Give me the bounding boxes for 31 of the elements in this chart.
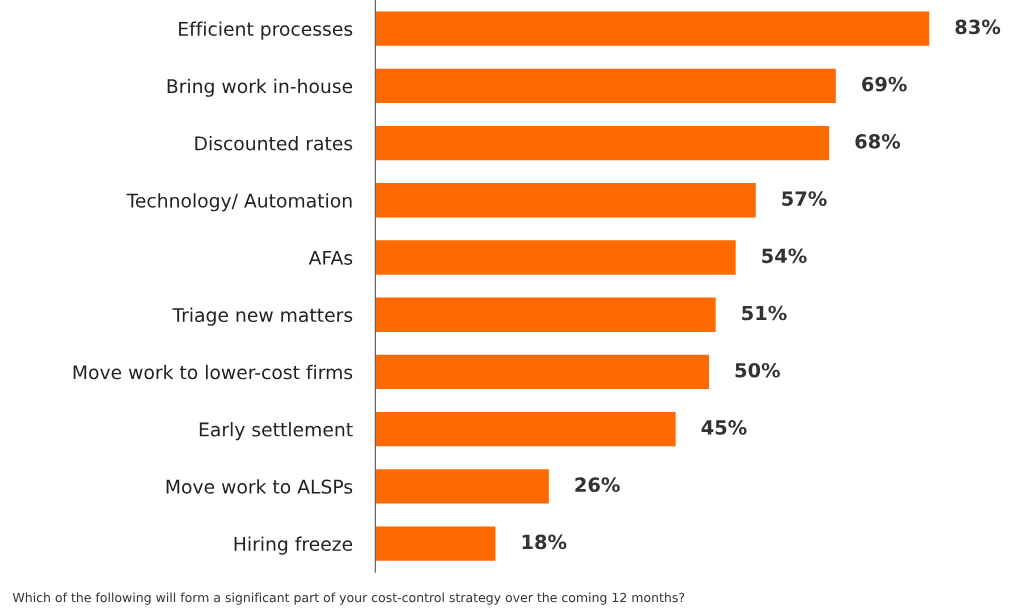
bar bbox=[375, 125, 830, 161]
y-tick-label: Move work to lower-cost firms bbox=[73, 364, 353, 380]
y-tick-label: Early settlement bbox=[199, 422, 353, 441]
data-label: 50% bbox=[735, 362, 780, 378]
bar bbox=[375, 297, 716, 332]
y-tick-label: Move work to ALSPs bbox=[166, 479, 353, 494]
data-label: 69% bbox=[862, 76, 907, 92]
bar bbox=[375, 68, 836, 103]
data-label: 83% bbox=[955, 19, 1001, 35]
data-label: 68% bbox=[855, 133, 901, 149]
y-tick-label: Discounted rates bbox=[195, 135, 353, 151]
y-tick-label: Efficient processes bbox=[179, 21, 353, 40]
data-label: 26% bbox=[575, 477, 620, 493]
text: Which of the following will form a significant part of your cost-control strategy over the coming 12 months? bbox=[12, 592, 685, 605]
y-tick-label: Technology/ Automation bbox=[126, 193, 352, 212]
data-label: 57% bbox=[782, 191, 827, 206]
data-label: 51% bbox=[742, 305, 787, 321]
bar bbox=[375, 412, 676, 447]
bar bbox=[375, 354, 710, 390]
data-label: 54% bbox=[762, 248, 807, 264]
y-tick-label: Hiring freeze bbox=[234, 536, 353, 555]
bar bbox=[375, 240, 736, 275]
bar bbox=[375, 183, 756, 218]
y-tick-label: Bring work in-house bbox=[167, 78, 353, 97]
bar bbox=[375, 469, 549, 504]
data-label: 45% bbox=[701, 420, 747, 435]
data-label: 18% bbox=[522, 534, 567, 550]
y-tick-label: AFAs bbox=[308, 250, 353, 265]
y-tick-label: Triage new matters bbox=[172, 307, 353, 326]
bar bbox=[375, 526, 496, 561]
bar bbox=[375, 11, 930, 46]
